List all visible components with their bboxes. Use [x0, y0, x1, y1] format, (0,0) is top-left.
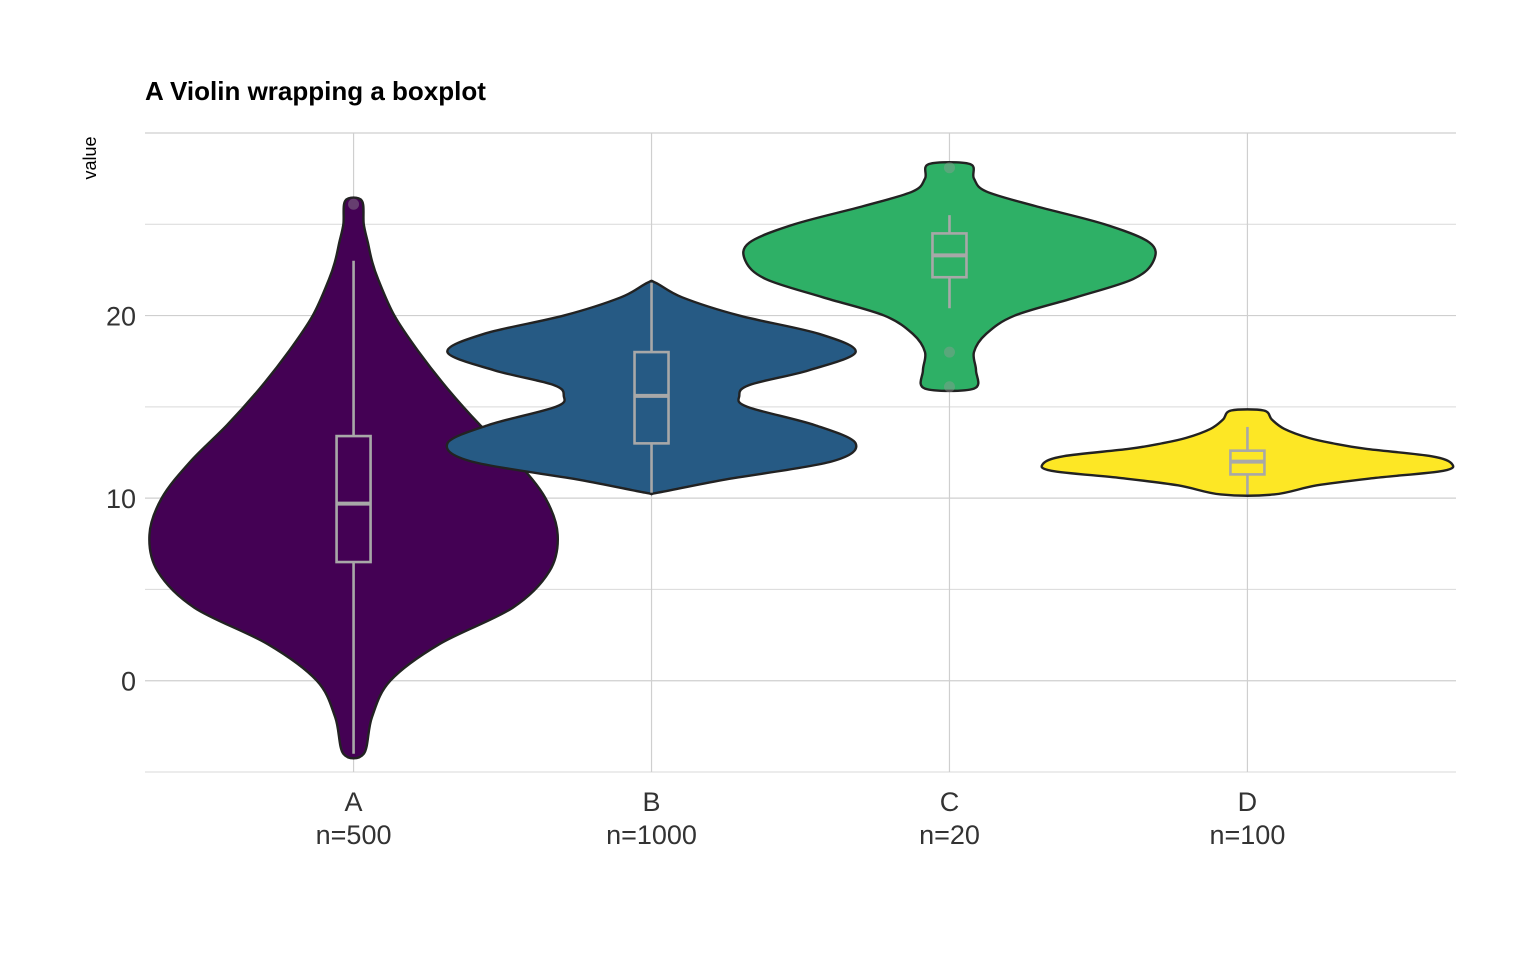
x-tick-labels: An=500 Bn=1000 Cn=20 Dn=100	[316, 787, 1286, 850]
x-tick-label: A	[345, 787, 363, 817]
outlier-C	[943, 346, 955, 358]
chart-title: A Violin wrapping a boxplot	[145, 76, 486, 106]
outlier-points	[348, 162, 955, 393]
outlier-C	[943, 162, 955, 174]
y-axis-label: value	[80, 136, 100, 179]
y-tick-label: 20	[106, 302, 136, 332]
x-tick-sample-size: n=100	[1210, 820, 1286, 850]
y-tick-labels: 0 10 20	[106, 302, 136, 697]
x-tick-sample-size: n=1000	[606, 820, 697, 850]
x-tick-label: D	[1238, 787, 1258, 817]
x-tick-label: B	[643, 787, 661, 817]
y-tick-label: 10	[106, 484, 136, 514]
y-tick-label: 0	[121, 667, 136, 697]
x-tick-sample-size: n=500	[316, 820, 392, 850]
x-tick-label: C	[940, 787, 960, 817]
outlier-C	[943, 381, 955, 393]
violin-B	[445, 279, 858, 496]
boxplots	[335, 215, 1266, 754]
x-tick-sample-size: n=20	[919, 820, 980, 850]
violin-D	[1040, 408, 1455, 497]
violins	[148, 161, 1455, 760]
outlier-A	[348, 198, 360, 210]
violin-A	[148, 196, 560, 760]
box-A	[335, 434, 372, 564]
